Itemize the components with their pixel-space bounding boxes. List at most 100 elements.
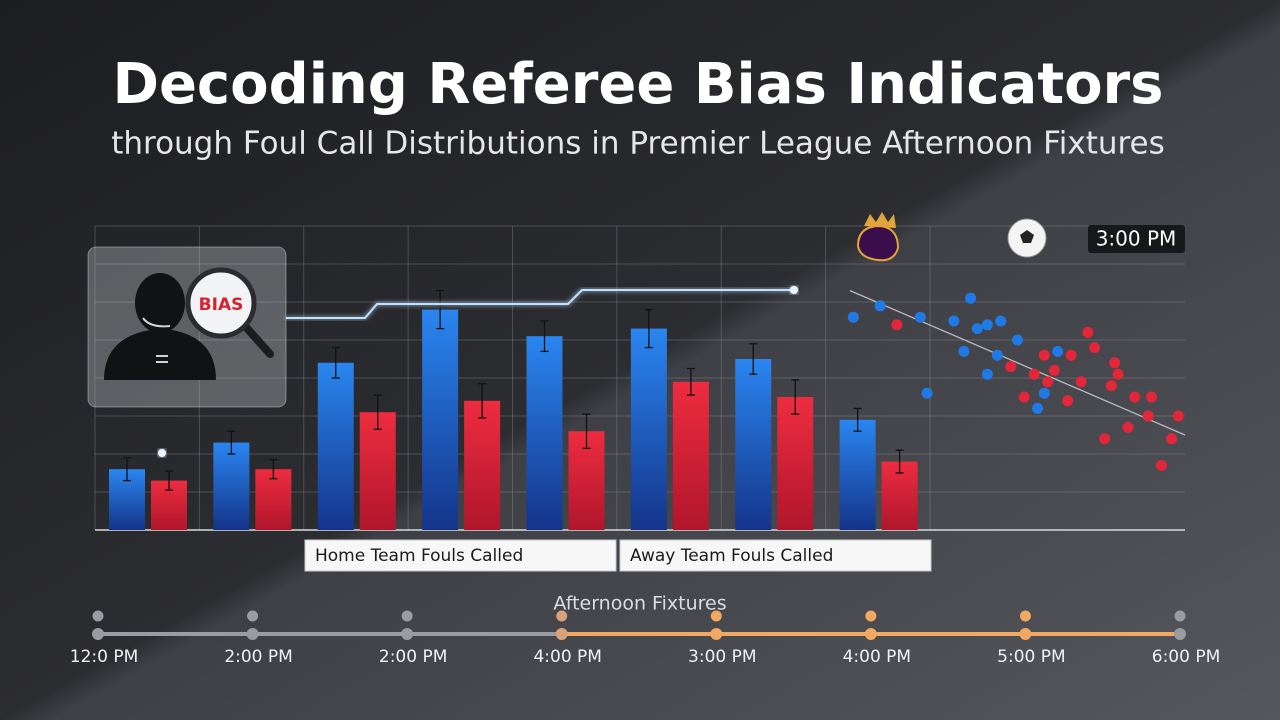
timeline-label: 12:0 PM xyxy=(70,647,139,667)
legend: Home Team Fouls Called Away Team Fouls Ca… xyxy=(304,539,932,572)
time-badge-text: 3:00 PM xyxy=(1096,227,1177,251)
ball-patch xyxy=(1020,230,1034,243)
bar xyxy=(777,397,814,530)
timeline-marker xyxy=(710,610,722,622)
timeline-node xyxy=(1174,628,1186,640)
scatter-point xyxy=(891,319,903,331)
scatter-point xyxy=(914,311,926,323)
error-bar xyxy=(540,320,549,353)
timeline-node xyxy=(864,628,877,640)
league-logo xyxy=(856,212,900,262)
timeline-label: 4:00 PM xyxy=(843,647,912,667)
scatter-point xyxy=(1109,357,1121,369)
scatter-point xyxy=(1122,421,1134,433)
scatter-point xyxy=(1112,368,1124,380)
scatter-point xyxy=(1042,376,1054,388)
scatter-point xyxy=(1129,391,1141,403)
error-bar xyxy=(331,346,340,379)
timeline-node xyxy=(92,628,104,640)
scatter-point xyxy=(1082,326,1094,338)
scatter-point xyxy=(1038,387,1050,399)
timeline-label: 2:00 PM xyxy=(224,647,293,667)
scatter-point xyxy=(1089,342,1101,354)
error-bar xyxy=(895,449,904,474)
timeline-label: 2:00 PM xyxy=(379,647,448,667)
timeline-label: 6:00 PM xyxy=(1152,647,1221,667)
scatter-point xyxy=(1156,459,1168,471)
subtitle: through Foul Call Distributions in Premi… xyxy=(111,126,1165,162)
timeline-marker xyxy=(865,610,877,622)
connector-dot xyxy=(790,286,798,294)
bar xyxy=(672,381,709,530)
scatter-point xyxy=(1018,391,1030,403)
scatter-point xyxy=(1172,410,1184,422)
timeline-label: 3:00 PM xyxy=(688,647,757,667)
bar xyxy=(630,328,667,530)
time-badge xyxy=(1088,225,1185,253)
scatter-point xyxy=(965,292,977,304)
scatter-point xyxy=(958,345,970,357)
error-bar xyxy=(582,413,591,449)
error-bar xyxy=(644,308,653,349)
timeline-node xyxy=(555,628,568,640)
error-bar xyxy=(123,457,131,482)
timeline-marker xyxy=(401,610,413,622)
scatter-point xyxy=(847,311,859,323)
timeline-label: 5:00 PM xyxy=(997,647,1066,667)
scatter-point xyxy=(1012,334,1023,346)
referee-panel: BIAS xyxy=(87,246,287,408)
timeline-node xyxy=(401,628,414,640)
timeline-marker xyxy=(1019,610,1031,622)
error-bar xyxy=(478,383,487,419)
connector xyxy=(286,289,793,319)
bar xyxy=(213,442,250,530)
bar xyxy=(839,419,876,530)
bar xyxy=(359,412,396,530)
scatter-point xyxy=(971,323,983,335)
lion xyxy=(856,224,900,262)
timeline: Afternoon Fixtures 12:0 PM 2:00 PM 2:00 PM 4… xyxy=(70,593,1221,668)
scatter-point xyxy=(1032,402,1044,414)
title: Decoding Referee Bias Indicators xyxy=(112,52,1163,117)
bars xyxy=(109,289,918,530)
legend-box xyxy=(619,539,932,572)
scatter-point xyxy=(1146,391,1157,403)
timeline-label: 4:00 PM xyxy=(533,647,602,667)
scatter xyxy=(847,290,1186,471)
scatter-point xyxy=(921,387,933,399)
bar xyxy=(526,336,563,530)
trend-line xyxy=(849,290,1186,436)
headset xyxy=(142,317,171,328)
scatter-point xyxy=(981,368,993,380)
scatter-point xyxy=(1065,349,1077,361)
magnifier-handle xyxy=(241,322,274,358)
scatter-point xyxy=(1005,361,1017,373)
error-bar xyxy=(227,430,236,455)
error-bar xyxy=(791,379,800,415)
scatter-point xyxy=(1052,345,1064,357)
scatter-point xyxy=(1105,380,1117,392)
error-bar xyxy=(373,394,382,430)
scatter-point xyxy=(874,300,886,312)
scatter-point xyxy=(1028,368,1040,380)
legend-box xyxy=(304,539,617,572)
scatter-point xyxy=(1038,349,1050,361)
connector-dot xyxy=(158,449,166,457)
error-bar xyxy=(686,367,695,396)
scatter-point xyxy=(1048,364,1060,376)
bar xyxy=(422,309,459,530)
timeline-marker xyxy=(1174,610,1186,622)
error-bar xyxy=(749,343,758,375)
crown xyxy=(864,212,896,228)
error-bar xyxy=(853,407,862,432)
scatter-point xyxy=(995,315,1007,327)
scatter-point xyxy=(1099,433,1111,445)
referee-head xyxy=(135,273,185,333)
timeline-marker xyxy=(92,610,104,622)
timeline-marker xyxy=(556,610,568,622)
legend-label: Away Team Fouls Called xyxy=(630,546,833,566)
bar xyxy=(464,400,501,530)
scatter-point xyxy=(1062,395,1074,407)
bar xyxy=(317,362,354,530)
